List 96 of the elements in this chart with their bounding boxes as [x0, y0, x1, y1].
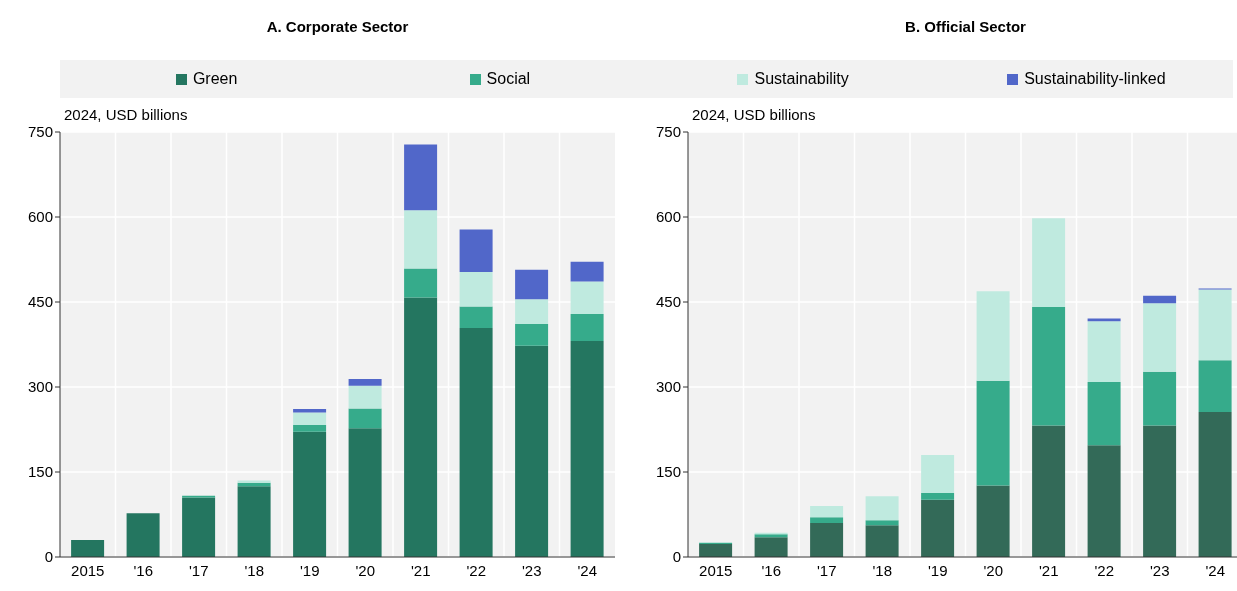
bar	[865, 496, 899, 521]
y-tick-label: 750	[27, 123, 53, 141]
bar	[570, 281, 604, 314]
bar	[404, 144, 438, 211]
bar	[976, 380, 1010, 486]
bar	[348, 379, 382, 386]
bar	[293, 431, 327, 557]
bar	[237, 486, 271, 557]
y-tick-label: 300	[27, 378, 53, 396]
y-tick-label: 0	[672, 548, 681, 566]
x-tick-label: '18	[244, 561, 265, 579]
legend-label: Social	[486, 70, 531, 88]
bar	[348, 428, 382, 557]
bar	[810, 523, 844, 557]
bar	[921, 499, 955, 557]
x-tick-label: '19	[299, 561, 320, 579]
bar	[810, 517, 844, 523]
bar	[459, 271, 493, 307]
bar	[921, 455, 955, 493]
y-axis-title: 2024, USD billions	[692, 106, 816, 123]
bar	[1087, 445, 1121, 557]
bar	[1032, 307, 1066, 426]
bar	[1087, 321, 1121, 382]
bar	[1032, 425, 1066, 557]
bar	[71, 540, 105, 557]
bar	[459, 229, 493, 272]
bar	[515, 345, 549, 557]
x-tick-label: '20	[355, 561, 376, 579]
bar	[570, 341, 604, 557]
bar	[515, 299, 549, 325]
x-tick-label: '16	[133, 561, 154, 579]
bar	[1143, 303, 1177, 372]
chart-title: A. Corporate Sector	[265, 18, 410, 35]
y-tick-label: 150	[655, 463, 681, 481]
x-tick-label: '18	[872, 561, 893, 579]
bar	[810, 506, 844, 518]
bar	[699, 543, 733, 557]
legend-label: Green	[192, 70, 238, 88]
bar	[865, 525, 899, 557]
x-tick-label: '21	[1038, 561, 1059, 579]
y-tick-label: 0	[44, 548, 53, 566]
bar	[1032, 218, 1066, 308]
y-tick-label: 450	[655, 293, 681, 311]
chart-title: B. Official Sector	[904, 18, 1027, 35]
bar	[570, 261, 604, 282]
y-axis-title: 2024, USD billions	[64, 106, 188, 123]
bar	[515, 324, 549, 346]
x-tick-label: '16	[761, 561, 782, 579]
bar	[1143, 371, 1177, 426]
y-tick-label: 300	[655, 378, 681, 396]
y-tick-label: 600	[27, 208, 53, 226]
legend-label: Sustainability	[754, 70, 849, 88]
x-tick-label: '24	[577, 561, 598, 579]
legend-label: Sustainability-linked	[1024, 70, 1166, 88]
bar	[1143, 295, 1177, 304]
bar	[348, 408, 382, 429]
bar	[293, 409, 327, 413]
y-tick-label: 150	[27, 463, 53, 481]
bar	[921, 492, 955, 500]
bar	[976, 485, 1010, 557]
bar	[865, 520, 899, 526]
x-tick-label: '22	[1094, 561, 1115, 579]
bar	[754, 537, 788, 557]
x-tick-label: '21	[410, 561, 431, 579]
y-tick-label: 750	[655, 123, 681, 141]
x-tick-label: '20	[983, 561, 1004, 579]
bar	[293, 424, 327, 432]
bar	[348, 385, 382, 409]
y-tick-label: 600	[655, 208, 681, 226]
x-tick-label: '17	[188, 561, 209, 579]
bar	[126, 513, 160, 557]
bar	[182, 497, 216, 557]
x-tick-label: '22	[466, 561, 487, 579]
y-tick-label: 450	[27, 293, 53, 311]
bar	[459, 306, 493, 329]
bar	[293, 412, 327, 425]
x-tick-label: '19	[927, 561, 948, 579]
bar	[1198, 360, 1232, 412]
bar	[404, 297, 438, 557]
bar	[1198, 411, 1232, 557]
bar	[1143, 425, 1177, 557]
x-tick-label: 2015	[699, 561, 733, 579]
bar	[976, 291, 1010, 381]
x-tick-label: '24	[1205, 561, 1226, 579]
x-tick-label: '17	[816, 561, 837, 579]
x-tick-label: '23	[1149, 561, 1170, 579]
bar	[515, 269, 549, 300]
bar	[570, 313, 604, 342]
bar	[1087, 318, 1121, 322]
bar	[1198, 289, 1232, 361]
bar	[1087, 381, 1121, 446]
x-tick-label: '23	[521, 561, 542, 579]
bar	[404, 268, 438, 298]
x-tick-label: 2015	[71, 561, 105, 579]
bar	[404, 210, 438, 269]
bar	[459, 328, 493, 557]
